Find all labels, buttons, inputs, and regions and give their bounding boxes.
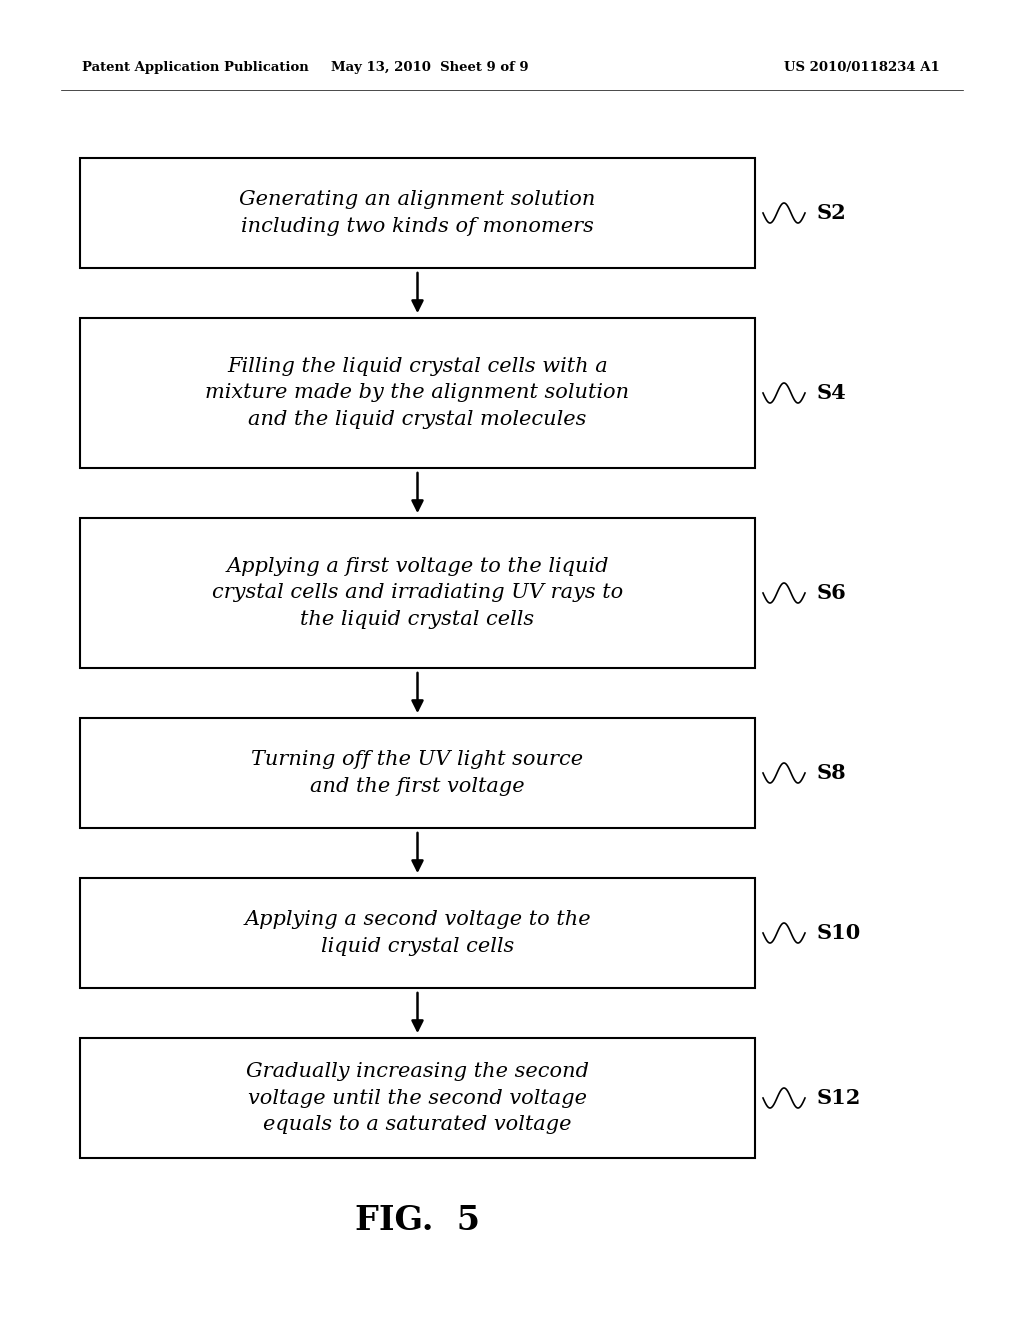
Text: Applying a first voltage to the liquid
crystal cells and irradiating UV rays to
: Applying a first voltage to the liquid c… [212, 557, 624, 630]
Text: Gradually increasing the second
voltage until the second voltage
equals to a sat: Gradually increasing the second voltage … [246, 1063, 589, 1134]
Text: Generating an alignment solution
including two kinds of monomers: Generating an alignment solution includi… [240, 190, 596, 236]
Text: S2: S2 [817, 203, 847, 223]
Text: FIG.  5: FIG. 5 [355, 1204, 480, 1237]
Bar [80, 1038, 755, 1158]
Text: May 13, 2010  Sheet 9 of 9: May 13, 2010 Sheet 9 of 9 [331, 62, 528, 74]
Text: S6: S6 [817, 583, 847, 603]
Text: Applying a second voltage to the
liquid crystal cells: Applying a second voltage to the liquid … [244, 911, 591, 956]
Text: S8: S8 [817, 763, 847, 783]
Text: Patent Application Publication: Patent Application Publication [82, 62, 309, 74]
Bar [80, 318, 755, 469]
Text: Filling the liquid crystal cells with a
mixture made by the alignment solution
a: Filling the liquid crystal cells with a … [206, 356, 630, 429]
Bar [80, 718, 755, 828]
Text: US 2010/0118234 A1: US 2010/0118234 A1 [784, 62, 940, 74]
Bar [80, 158, 755, 268]
Text: Turning off the UV light source
and the first voltage: Turning off the UV light source and the … [252, 750, 584, 796]
Text: S4: S4 [817, 383, 847, 403]
Text: S10: S10 [817, 923, 861, 942]
Bar [80, 878, 755, 987]
Text: S12: S12 [817, 1088, 861, 1107]
Bar [80, 517, 755, 668]
